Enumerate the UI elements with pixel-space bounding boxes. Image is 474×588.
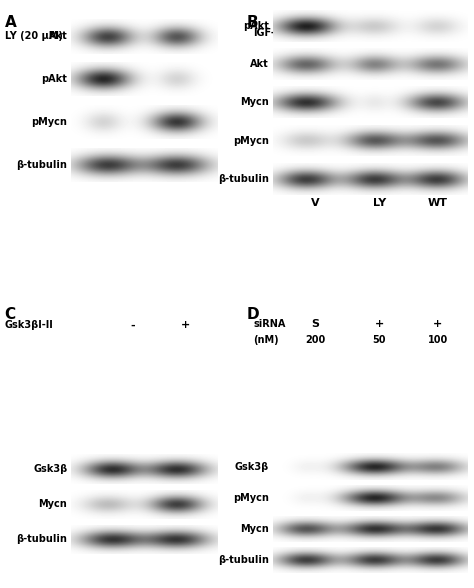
Text: D: D [246,307,259,322]
Text: pMycn: pMycn [233,493,269,503]
Text: Gsk3β: Gsk3β [33,464,67,474]
Text: β-tubulin: β-tubulin [17,534,67,544]
Text: Gsk3β: Gsk3β [235,462,269,472]
Text: pAkt: pAkt [41,74,67,84]
Text: +: + [433,28,442,38]
Text: -: - [130,320,135,330]
Text: S: S [311,319,319,329]
Text: Akt: Akt [48,31,67,41]
Text: pMycn: pMycn [31,117,67,127]
Text: pMycn: pMycn [233,135,269,146]
Text: β-tubulin: β-tubulin [218,173,269,184]
Text: β-tubulin: β-tubulin [17,160,67,170]
Text: +: + [181,320,191,330]
Text: 100: 100 [428,335,448,345]
Text: (nM): (nM) [254,335,279,345]
Text: siRNA: siRNA [254,319,286,329]
Text: +: + [187,31,196,41]
Text: +: + [375,319,384,329]
Text: +: + [433,319,442,329]
Text: C: C [5,307,16,322]
Text: LY: LY [373,198,386,208]
Text: 200: 200 [305,335,326,345]
Text: V: V [311,198,319,208]
Text: Mycn: Mycn [38,499,67,509]
Text: β-tubulin: β-tubulin [218,555,269,565]
Text: 50: 50 [373,335,386,345]
Text: LY (20 μM): LY (20 μM) [5,31,63,41]
Text: IGF-I: IGF-I [254,28,279,38]
Text: Akt: Akt [250,59,269,69]
Text: -: - [145,31,150,41]
Text: B: B [246,15,258,30]
Text: A: A [5,15,17,30]
Text: +: + [310,28,320,38]
Text: pAkt: pAkt [243,21,269,31]
Text: WT: WT [428,198,448,208]
Text: Gsk3βI-II: Gsk3βI-II [5,320,54,330]
Text: Mycn: Mycn [240,524,269,534]
Text: +: + [375,28,384,38]
Text: Mycn: Mycn [240,97,269,108]
